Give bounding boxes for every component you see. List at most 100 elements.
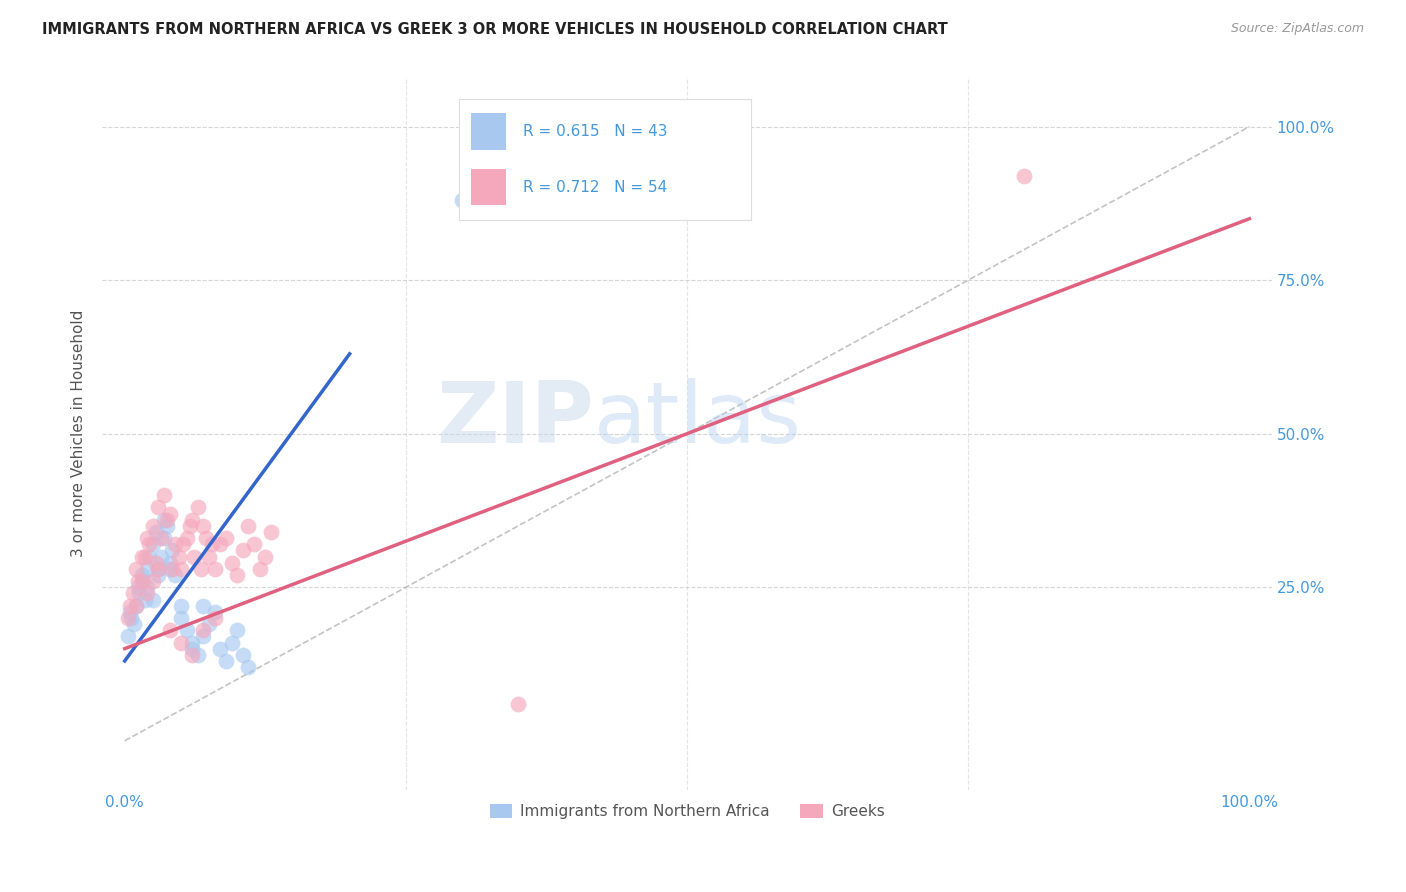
Point bbox=[131, 574, 153, 588]
Point bbox=[170, 611, 193, 625]
Point bbox=[149, 531, 172, 545]
Point bbox=[179, 518, 201, 533]
Point bbox=[138, 537, 160, 551]
Point bbox=[221, 556, 243, 570]
Point bbox=[181, 648, 204, 662]
Point bbox=[131, 574, 153, 588]
Text: IMMIGRANTS FROM NORTHERN AFRICA VS GREEK 3 OR MORE VEHICLES IN HOUSEHOLD CORRELA: IMMIGRANTS FROM NORTHERN AFRICA VS GREEK… bbox=[42, 22, 948, 37]
Point bbox=[176, 531, 198, 545]
Point bbox=[226, 624, 249, 638]
Point bbox=[204, 605, 226, 619]
Point bbox=[165, 537, 187, 551]
Point bbox=[204, 562, 226, 576]
Point bbox=[172, 537, 194, 551]
Point bbox=[260, 524, 283, 539]
Point bbox=[134, 549, 156, 564]
Point bbox=[153, 513, 176, 527]
Point bbox=[160, 562, 183, 576]
Point bbox=[193, 629, 215, 643]
Point bbox=[193, 599, 215, 613]
Point bbox=[165, 568, 187, 582]
Point bbox=[127, 580, 149, 594]
Point bbox=[125, 599, 148, 613]
Point bbox=[142, 574, 165, 588]
Point bbox=[134, 592, 156, 607]
Point bbox=[148, 500, 170, 515]
Point bbox=[232, 543, 254, 558]
Point bbox=[149, 549, 172, 564]
Point bbox=[128, 586, 150, 600]
Point bbox=[136, 562, 159, 576]
Point bbox=[131, 568, 153, 582]
Point bbox=[127, 574, 149, 588]
Point bbox=[215, 654, 238, 668]
Text: atlas: atlas bbox=[593, 378, 801, 461]
Point bbox=[451, 194, 474, 208]
Point bbox=[198, 549, 221, 564]
Point bbox=[156, 513, 179, 527]
Point bbox=[221, 635, 243, 649]
Point bbox=[215, 531, 238, 545]
Point bbox=[142, 592, 165, 607]
Text: Source: ZipAtlas.com: Source: ZipAtlas.com bbox=[1230, 22, 1364, 36]
Point bbox=[190, 562, 212, 576]
Point bbox=[117, 629, 139, 643]
Point bbox=[249, 562, 271, 576]
Point bbox=[136, 531, 159, 545]
Point bbox=[156, 518, 179, 533]
Point bbox=[170, 599, 193, 613]
Point bbox=[170, 635, 193, 649]
Point bbox=[238, 518, 260, 533]
Point bbox=[145, 524, 167, 539]
Point bbox=[254, 549, 277, 564]
Point bbox=[121, 586, 143, 600]
Point bbox=[120, 599, 142, 613]
Point bbox=[159, 624, 181, 638]
Point bbox=[148, 568, 170, 582]
Point bbox=[159, 556, 181, 570]
Point bbox=[136, 586, 159, 600]
Point bbox=[131, 549, 153, 564]
Point bbox=[122, 617, 145, 632]
Point bbox=[120, 611, 142, 625]
Point bbox=[167, 549, 190, 564]
Point bbox=[160, 543, 183, 558]
Point bbox=[138, 549, 160, 564]
Point bbox=[125, 562, 148, 576]
Point bbox=[201, 537, 224, 551]
Point bbox=[508, 697, 530, 711]
Point bbox=[194, 531, 217, 545]
Point bbox=[187, 648, 209, 662]
Point bbox=[125, 599, 148, 613]
Point bbox=[181, 513, 204, 527]
Point bbox=[117, 611, 139, 625]
Text: ZIP: ZIP bbox=[436, 378, 593, 461]
Point bbox=[226, 568, 249, 582]
Point bbox=[193, 624, 215, 638]
Point bbox=[136, 580, 159, 594]
Point bbox=[187, 500, 209, 515]
Point bbox=[193, 518, 215, 533]
Point bbox=[183, 549, 205, 564]
Point bbox=[148, 562, 170, 576]
Point bbox=[232, 648, 254, 662]
Point bbox=[209, 537, 232, 551]
Point bbox=[204, 611, 226, 625]
Point bbox=[159, 562, 181, 576]
Point bbox=[1014, 169, 1036, 183]
Point bbox=[120, 605, 142, 619]
Point bbox=[145, 556, 167, 570]
Point bbox=[142, 537, 165, 551]
Point bbox=[170, 562, 193, 576]
Point bbox=[142, 518, 165, 533]
Point bbox=[153, 531, 176, 545]
Point bbox=[153, 488, 176, 502]
Point bbox=[209, 641, 232, 656]
Point bbox=[181, 635, 204, 649]
Point bbox=[176, 624, 198, 638]
Y-axis label: 3 or more Vehicles in Household: 3 or more Vehicles in Household bbox=[72, 310, 86, 558]
Point bbox=[181, 641, 204, 656]
Point bbox=[148, 562, 170, 576]
Point bbox=[198, 617, 221, 632]
Point bbox=[243, 537, 266, 551]
